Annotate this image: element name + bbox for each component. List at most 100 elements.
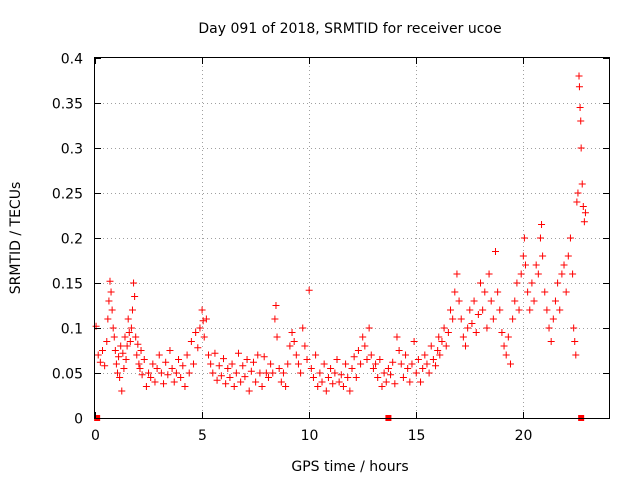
data-point (414, 356, 422, 363)
data-point (290, 338, 298, 345)
data-point (108, 306, 116, 314)
data-point (447, 306, 455, 314)
data-point (215, 362, 223, 370)
data-point (205, 351, 213, 359)
data-point (228, 360, 236, 368)
data-point (170, 378, 178, 386)
data-point (483, 324, 491, 332)
data-point (198, 306, 206, 314)
data-point (399, 374, 407, 381)
data-point (166, 347, 174, 354)
data-point (104, 315, 112, 323)
data-point (580, 218, 588, 226)
data-point (438, 338, 446, 345)
x-tick-label: 15 (408, 428, 426, 444)
data-point (112, 360, 120, 368)
data-point (335, 378, 343, 386)
data-point (534, 270, 542, 278)
data-point (239, 362, 247, 370)
data-point (292, 351, 300, 359)
data-point (314, 383, 322, 390)
data-point (202, 315, 210, 323)
y-tick-label: 0.25 (52, 187, 83, 203)
data-point (222, 380, 230, 388)
data-point (494, 288, 502, 296)
data-point (277, 378, 285, 386)
data-point (199, 317, 207, 325)
data-point (120, 365, 128, 372)
data-point (569, 270, 577, 278)
data-point (284, 360, 292, 368)
x-tick-label: 10 (301, 428, 319, 444)
data-point (138, 371, 146, 379)
data-point (115, 353, 123, 361)
data-point (271, 315, 279, 323)
data-point (254, 351, 262, 359)
data-point (273, 333, 281, 341)
data-point (515, 306, 523, 314)
data-point (395, 347, 403, 354)
data-point (526, 306, 534, 314)
data-point (162, 358, 170, 366)
data-point (361, 342, 369, 350)
data-point (509, 315, 517, 323)
data-point (387, 371, 395, 379)
data-point (194, 344, 202, 352)
data-point (160, 380, 168, 388)
data-point (384, 365, 392, 372)
data-point (382, 378, 390, 386)
data-point (211, 349, 219, 357)
data-point (417, 378, 425, 386)
data-point (378, 383, 386, 390)
data-point (577, 144, 585, 152)
grid-layer (95, 58, 609, 418)
data-point (103, 338, 111, 345)
data-point (429, 356, 437, 363)
data-point (474, 311, 482, 318)
data-point (155, 351, 163, 359)
y-tick-label: 0.35 (52, 97, 83, 113)
data-point (432, 362, 440, 370)
data-point (106, 277, 114, 285)
data-point (217, 372, 225, 380)
data-point (137, 347, 145, 354)
data-point (312, 351, 320, 359)
data-point (528, 279, 536, 287)
x-tick-label: 20 (515, 428, 533, 444)
data-point (181, 383, 189, 390)
data-point (436, 351, 444, 359)
data-point (472, 329, 480, 336)
x-tick-label: 5 (198, 428, 207, 444)
data-point (570, 324, 578, 332)
data-point (230, 383, 238, 390)
data-point (94, 351, 102, 359)
data-point (279, 369, 287, 377)
data-point (466, 306, 474, 314)
data-point (172, 369, 180, 377)
data-point (329, 380, 337, 388)
data-point (241, 373, 249, 381)
data-point (459, 333, 467, 341)
data-point (183, 351, 191, 359)
data-point (576, 104, 584, 111)
data-point (226, 374, 234, 381)
data-point (575, 72, 583, 80)
data-point (545, 324, 553, 332)
data-point (125, 329, 133, 336)
data-point (517, 270, 525, 278)
chart-title: Day 091 of 2018, SRMTID for receiver uco… (198, 21, 501, 37)
data-point (513, 279, 521, 287)
data-point (391, 380, 399, 388)
data-point (267, 360, 275, 368)
data-point (245, 387, 253, 395)
data-point (419, 365, 427, 372)
data-point (224, 365, 232, 372)
data-point (348, 365, 356, 372)
data-point (105, 297, 113, 305)
data-point (363, 356, 371, 363)
data-point (122, 356, 130, 363)
data-point (440, 324, 448, 332)
data-point (423, 360, 431, 368)
data-point (130, 279, 138, 287)
data-point (107, 288, 115, 296)
